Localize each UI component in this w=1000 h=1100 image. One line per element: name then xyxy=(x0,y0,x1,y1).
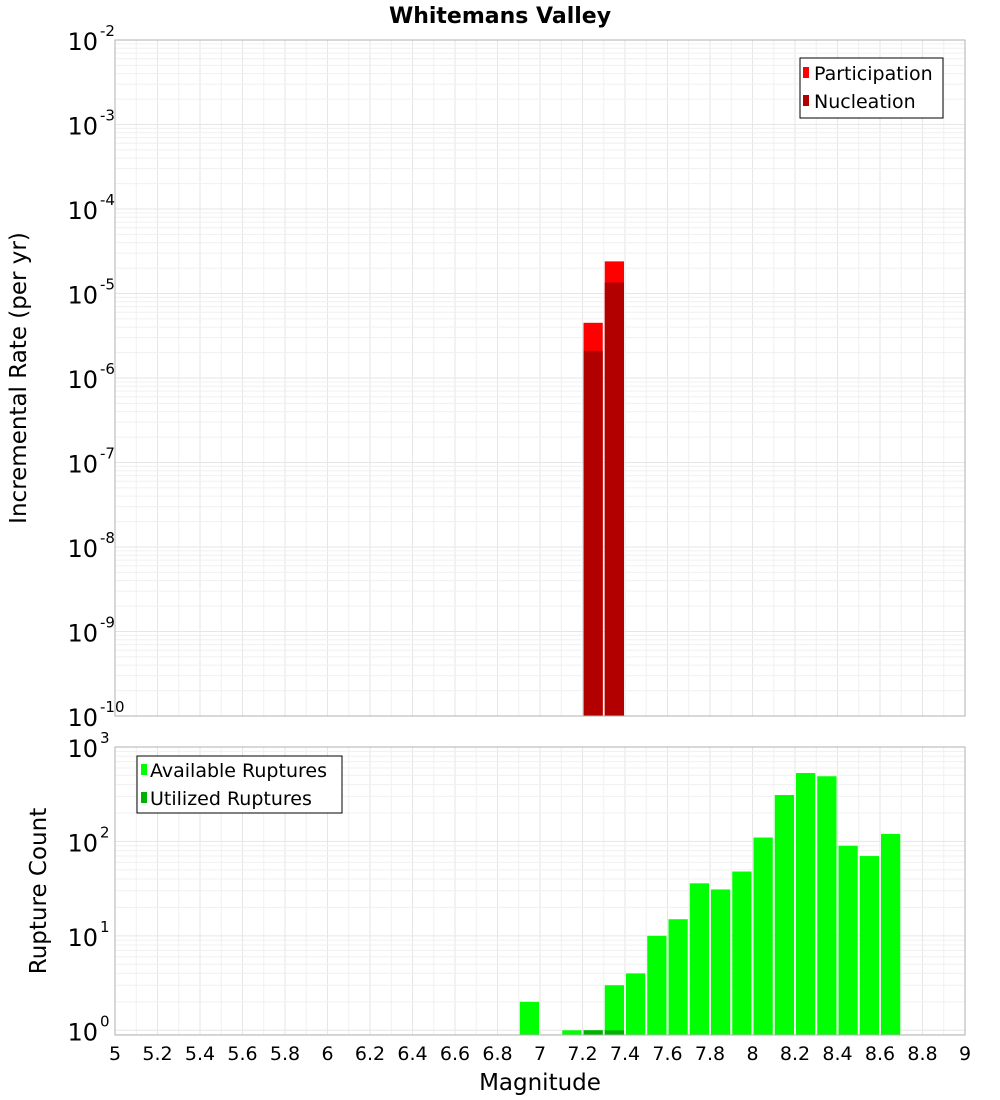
x-tick-label-5: 6 xyxy=(321,1043,333,1065)
x-tick-label-15: 8 xyxy=(746,1043,758,1065)
rate-y-tick-exp-4: -6 xyxy=(100,360,115,378)
count-bar-0-8 xyxy=(711,889,730,1035)
x-tick-label-13: 7.6 xyxy=(652,1043,682,1065)
rate-y-tick-exp-3: -5 xyxy=(100,276,115,294)
x-tick-label-18: 8.6 xyxy=(865,1043,895,1065)
rate-y-tick-exp-2: -4 xyxy=(100,191,115,209)
count-legend: Available Ruptures Utilized Ruptures xyxy=(137,756,342,813)
count-bar-0-14 xyxy=(839,846,858,1035)
legend-utilized-label: Utilized Ruptures xyxy=(150,788,312,810)
x-tick-label-0: 5 xyxy=(109,1043,121,1065)
count-bar-0-12 xyxy=(796,773,815,1035)
x-tick-label-4: 5.8 xyxy=(270,1043,300,1065)
count-bar-0-13 xyxy=(817,776,836,1035)
count-y-tick-base-2: 10 xyxy=(67,924,98,952)
rate-y-tick-exp-5: -7 xyxy=(100,445,115,463)
x-tick-label-17: 8.4 xyxy=(822,1043,852,1065)
rate-y-tick-base-6: 10 xyxy=(67,535,98,563)
count-bar-0-5 xyxy=(647,936,666,1035)
count-bar-1-0 xyxy=(584,1030,603,1035)
x-tick-label-2: 5.4 xyxy=(185,1043,215,1065)
count-y-tick-exp-2: 1 xyxy=(100,918,110,936)
x-tick-label-11: 7.2 xyxy=(567,1043,597,1065)
x-tick-label-19: 8.8 xyxy=(907,1043,937,1065)
rate-y-tick-base-7: 10 xyxy=(67,620,98,648)
chart-title: Whitemans Valley xyxy=(389,4,611,29)
legend-participation-swatch xyxy=(803,67,809,78)
count-y-tick-exp-1: 2 xyxy=(100,823,110,841)
legend-available-label: Available Ruptures xyxy=(150,760,327,782)
rate-y-tick-base-8: 10 xyxy=(67,704,98,732)
legend-nucleation-swatch xyxy=(803,95,809,106)
x-tick-label-3: 5.6 xyxy=(227,1043,257,1065)
rate-bar-1-1 xyxy=(605,282,624,716)
rate-y-tick-exp-0: -2 xyxy=(100,22,115,40)
rate-y-tick-exp-6: -8 xyxy=(100,529,115,547)
rate-plot: 10-210-310-410-510-610-710-810-910-10 In… xyxy=(6,22,965,732)
rate-y-axis-label: Incremental Rate (per yr) xyxy=(6,232,32,524)
mfd-chart: Whitemans Valley 10-210-310-410-510 -610-… xyxy=(0,0,1000,1100)
count-bar-0-3 xyxy=(605,985,624,1035)
x-tick-label-12: 7.4 xyxy=(610,1043,640,1065)
x-tick-label-6: 6.2 xyxy=(355,1043,385,1065)
x-tick-label-16: 8.2 xyxy=(780,1043,810,1065)
count-bar-1-1 xyxy=(605,1030,624,1035)
x-axis-label: Magnitude xyxy=(479,1070,601,1096)
rate-y-tick-base-5: 10 xyxy=(67,451,98,479)
count-y-tick-base-1: 10 xyxy=(67,829,98,857)
count-bar-0-0 xyxy=(520,1002,539,1035)
rate-y-tick-base-2: 10 xyxy=(67,197,98,225)
rate-y-tick-base-1: 10 xyxy=(67,113,98,141)
count-y-tick-base-0: 10 xyxy=(67,735,98,763)
x-tick-label-7: 6.4 xyxy=(397,1043,427,1065)
count-y-tick-base-3: 10 xyxy=(67,1018,98,1046)
rate-legend: Participation Nucleation xyxy=(800,58,943,118)
count-y-tick-exp-0: 3 xyxy=(100,729,110,747)
count-bar-0-11 xyxy=(775,795,794,1035)
x-tick-label-20: 9 xyxy=(959,1043,971,1065)
legend-participation-label: Participation xyxy=(814,63,933,85)
count-bar-0-6 xyxy=(669,919,688,1035)
rate-plot-grid xyxy=(115,40,965,716)
rate-y-tick-base-0: 10 xyxy=(67,28,98,56)
legend-available-swatch xyxy=(141,764,147,775)
x-tick-labels: 5 5.2 5.4 5.6 5.8 6 6.2 6.4 6.6 6.8 7 7.2 7.4 7.6 7.8 8… xyxy=(109,1043,971,1065)
count-y-tick-exp-3: 0 xyxy=(100,1012,110,1030)
x-tick-label-9: 6.8 xyxy=(482,1043,512,1065)
count-bar-0-15 xyxy=(860,856,879,1035)
count-bar-0-4 xyxy=(626,973,645,1035)
rate-y-tick-exp-8: -10 xyxy=(100,698,125,716)
count-bar-0-1 xyxy=(562,1030,581,1035)
count-bar-0-9 xyxy=(732,872,751,1035)
count-bar-0-16 xyxy=(881,834,900,1035)
count-bar-0-10 xyxy=(754,838,773,1035)
x-tick-label-10: 7 xyxy=(534,1043,546,1065)
legend-nucleation-label: Nucleation xyxy=(814,91,916,113)
count-y-axis-label: Rupture Count xyxy=(26,808,52,974)
count-bar-0-7 xyxy=(690,883,709,1035)
rate-y-tick-base-4: 10 xyxy=(67,366,98,394)
rate-y-tick-exp-7: -9 xyxy=(100,614,115,632)
rate-y-tick-base-3: 10 xyxy=(67,282,98,310)
rate-bar-1-0 xyxy=(584,351,603,716)
rate-y-tick-exp-1: -3 xyxy=(100,107,115,125)
x-tick-label-14: 7.8 xyxy=(695,1043,725,1065)
legend-utilized-swatch xyxy=(141,792,147,803)
x-tick-label-1: 5.2 xyxy=(142,1043,172,1065)
x-tick-label-8: 6.6 xyxy=(440,1043,470,1065)
